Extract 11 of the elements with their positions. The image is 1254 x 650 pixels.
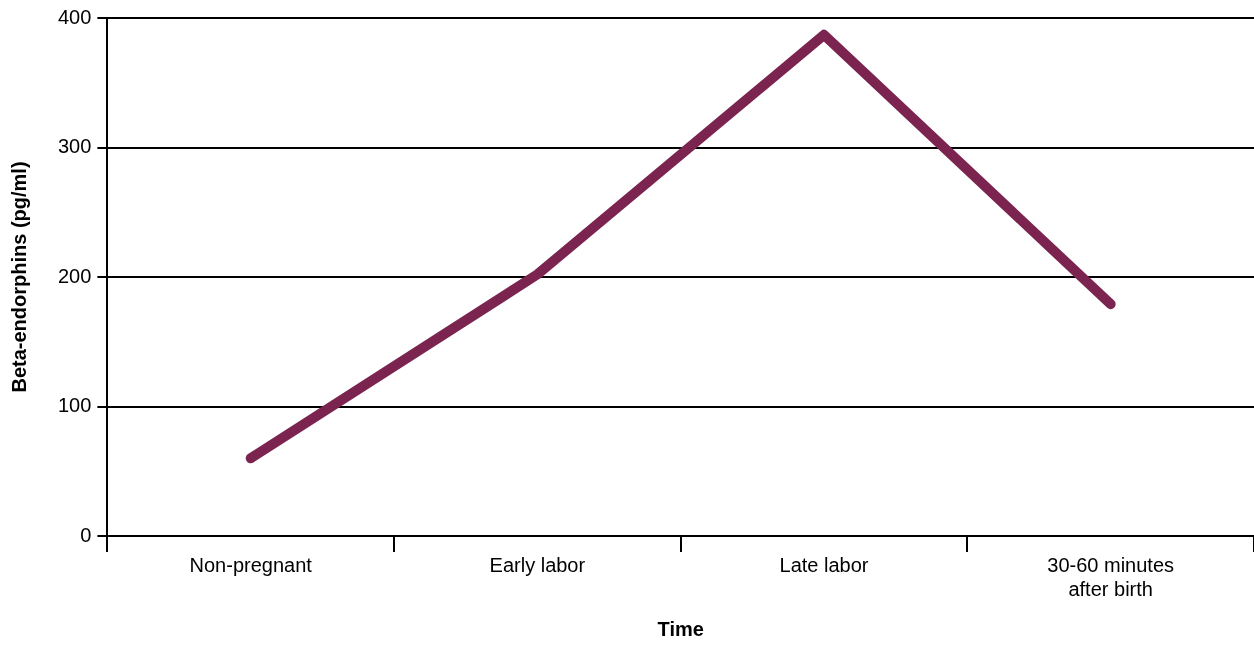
x-tick-label: Non-pregnant [189,553,313,576]
x-tick-label: 30-60 minutes after birth [1047,553,1175,600]
x-tick-label: Early labor [489,553,586,576]
y-axis-title: Beta-endorphins (pg/ml) [7,161,30,393]
y-tick-label: 0 [80,523,92,546]
y-tick-label: 100 [57,394,92,417]
y-tick-label: 300 [57,135,92,158]
y-tick-label: 400 [57,5,92,28]
x-axis-title: Time [657,617,704,640]
y-tick-label: 200 [57,264,92,287]
x-tick-label: Late labor [779,553,869,576]
